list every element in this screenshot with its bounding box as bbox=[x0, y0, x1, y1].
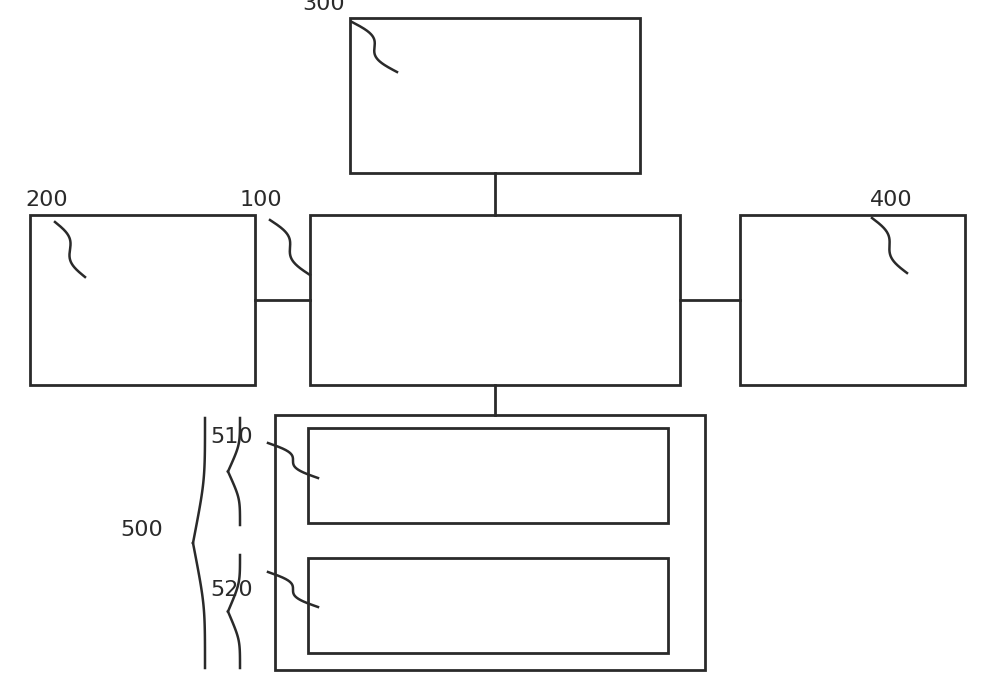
Text: 510: 510 bbox=[210, 427, 253, 447]
Bar bbox=[30, 215, 255, 385]
Text: 200: 200 bbox=[25, 190, 68, 210]
Bar bbox=[308, 428, 668, 523]
Text: 500: 500 bbox=[120, 520, 163, 540]
Text: 300: 300 bbox=[302, 0, 345, 14]
Bar bbox=[740, 215, 965, 385]
Text: 520: 520 bbox=[210, 580, 253, 600]
Text: 100: 100 bbox=[240, 190, 283, 210]
Bar bbox=[308, 558, 668, 653]
Bar bbox=[310, 215, 680, 385]
Bar bbox=[275, 415, 705, 670]
Text: 400: 400 bbox=[870, 190, 913, 210]
Bar bbox=[350, 18, 640, 173]
